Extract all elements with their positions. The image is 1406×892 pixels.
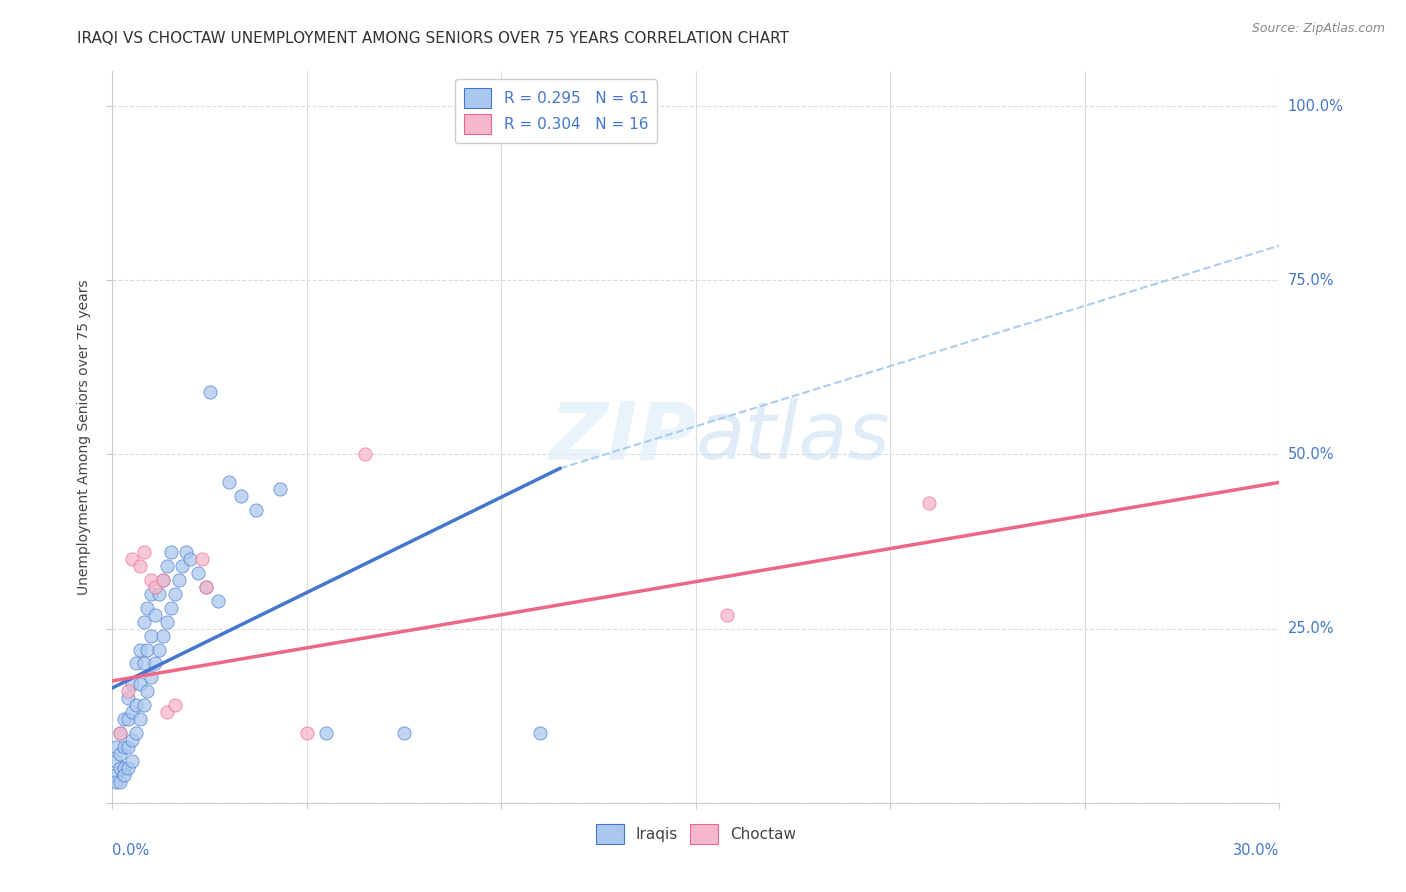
- Text: 30.0%: 30.0%: [1233, 843, 1279, 858]
- Text: 0.0%: 0.0%: [112, 843, 149, 858]
- Point: [132, 615, 155, 629]
- Point: [918, 496, 941, 510]
- Point: [315, 726, 337, 740]
- Point: [136, 642, 159, 657]
- Point: [152, 573, 174, 587]
- Legend: Iraqis, Choctaw: Iraqis, Choctaw: [591, 818, 801, 850]
- Point: [176, 545, 198, 559]
- Point: [117, 712, 139, 726]
- Point: [121, 754, 143, 768]
- Point: [128, 712, 150, 726]
- Point: [125, 698, 148, 713]
- Point: [716, 607, 738, 622]
- Point: [218, 475, 240, 490]
- Point: [105, 740, 128, 755]
- Point: [112, 712, 135, 726]
- Point: [112, 761, 135, 775]
- Point: [110, 775, 132, 789]
- Point: [112, 768, 135, 782]
- Point: [198, 384, 221, 399]
- Point: [152, 629, 174, 643]
- Point: [121, 552, 143, 566]
- Point: [110, 726, 132, 740]
- Point: [143, 580, 166, 594]
- Point: [167, 573, 190, 587]
- Point: [172, 558, 194, 573]
- Point: [245, 503, 267, 517]
- Point: [128, 677, 150, 691]
- Point: [117, 740, 139, 755]
- Point: [160, 545, 183, 559]
- Point: [117, 761, 139, 775]
- Point: [110, 761, 132, 775]
- Point: [148, 642, 170, 657]
- Point: [110, 747, 132, 761]
- Point: [141, 587, 163, 601]
- Point: [132, 698, 155, 713]
- Point: [163, 587, 186, 601]
- Point: [163, 698, 186, 713]
- Point: [132, 657, 155, 671]
- Text: Source: ZipAtlas.com: Source: ZipAtlas.com: [1251, 22, 1385, 36]
- Text: ZIP: ZIP: [548, 398, 696, 476]
- Point: [156, 615, 179, 629]
- Point: [295, 726, 318, 740]
- Point: [156, 558, 179, 573]
- Point: [194, 580, 217, 594]
- Text: 50.0%: 50.0%: [1288, 447, 1334, 462]
- Point: [110, 726, 132, 740]
- Point: [112, 740, 135, 755]
- Point: [117, 691, 139, 706]
- Point: [148, 587, 170, 601]
- Point: [179, 552, 201, 566]
- Point: [105, 754, 128, 768]
- Point: [128, 558, 150, 573]
- Point: [187, 566, 209, 580]
- Point: [141, 670, 163, 684]
- Point: [136, 684, 159, 698]
- Point: [194, 580, 217, 594]
- Point: [394, 726, 416, 740]
- Point: [143, 607, 166, 622]
- Point: [121, 677, 143, 691]
- Text: 75.0%: 75.0%: [1288, 273, 1334, 288]
- Point: [128, 642, 150, 657]
- Point: [207, 594, 229, 608]
- Point: [229, 489, 252, 503]
- Point: [125, 726, 148, 740]
- Point: [143, 657, 166, 671]
- Y-axis label: Unemployment Among Seniors over 75 years: Unemployment Among Seniors over 75 years: [77, 279, 91, 595]
- Point: [141, 573, 163, 587]
- Point: [156, 705, 179, 719]
- Point: [354, 448, 377, 462]
- Point: [529, 726, 551, 740]
- Point: [160, 600, 183, 615]
- Point: [191, 552, 214, 566]
- Point: [121, 733, 143, 747]
- Point: [141, 629, 163, 643]
- Point: [132, 545, 155, 559]
- Point: [269, 483, 291, 497]
- Point: [152, 573, 174, 587]
- Text: IRAQI VS CHOCTAW UNEMPLOYMENT AMONG SENIORS OVER 75 YEARS CORRELATION CHART: IRAQI VS CHOCTAW UNEMPLOYMENT AMONG SENI…: [77, 31, 789, 46]
- Point: [136, 600, 159, 615]
- Point: [121, 705, 143, 719]
- Point: [117, 684, 139, 698]
- Text: 100.0%: 100.0%: [1288, 99, 1344, 113]
- Point: [125, 657, 148, 671]
- Text: atlas: atlas: [696, 398, 891, 476]
- Point: [105, 768, 128, 782]
- Point: [105, 775, 128, 789]
- Text: 25.0%: 25.0%: [1288, 621, 1334, 636]
